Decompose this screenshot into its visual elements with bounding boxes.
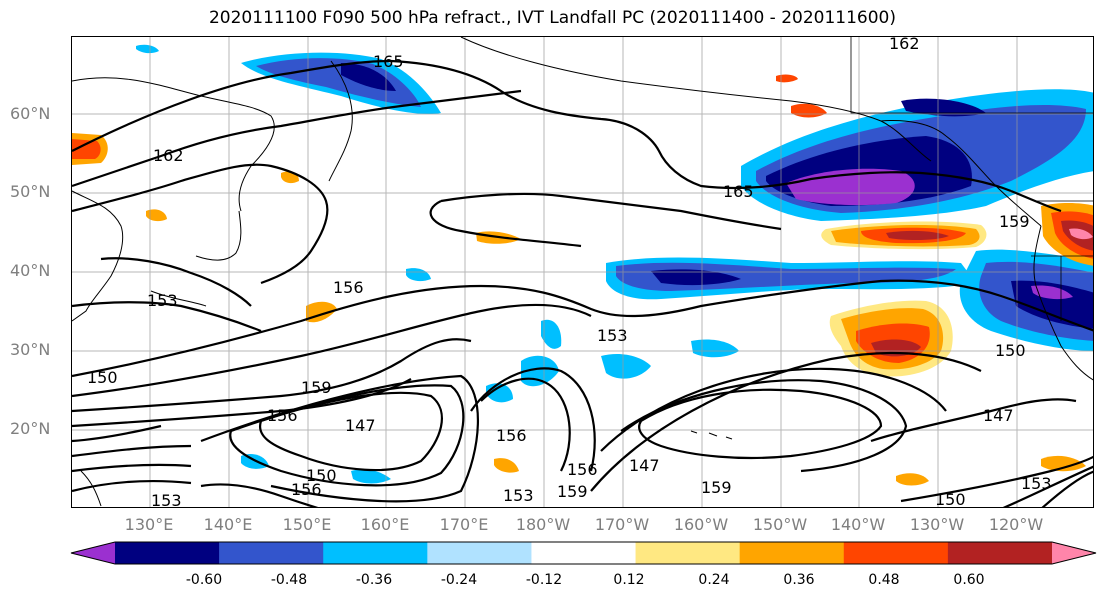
colorbar-tick-label: -0.48: [270, 572, 308, 588]
lat-label-20n: 20°N: [10, 419, 51, 438]
lon-label-170e: 170°E: [439, 515, 489, 534]
colorbar-segment: [947, 542, 1053, 564]
lon-label-140e: 140°E: [203, 515, 253, 534]
contour-150-sw: [900, 455, 1093, 503]
colorbar-tick-label: 0.12: [613, 572, 645, 588]
contour-label: 156: [267, 406, 298, 425]
map-title: 2020111100 F090 500 hPa refract., IVT La…: [208, 8, 896, 28]
colorbar-segment: [219, 542, 324, 564]
contour-159-e: [590, 351, 982, 492]
contour-label: 153: [147, 291, 178, 310]
contour-150-w: [229, 384, 465, 487]
contour-label: 150: [995, 341, 1026, 360]
colorbar-segment: [115, 542, 220, 564]
contour-label: 156: [291, 480, 322, 499]
contour-156-s: [200, 374, 479, 503]
contour-156: [100, 257, 252, 307]
contour-156-e: [600, 367, 947, 452]
contour-label: 153: [503, 486, 534, 505]
contour-153-mid: [72, 303, 592, 398]
contour-label: 153: [597, 326, 628, 345]
colorbar-segment: [531, 542, 637, 564]
contour-156-mid: [72, 338, 472, 413]
lon-label-150w: 150°W: [752, 515, 808, 534]
contour-153-se: [1002, 465, 1093, 507]
colorbar-tick-label: -0.60: [185, 572, 223, 588]
contour-156-center: [480, 377, 571, 472]
colorbar-segment: [739, 542, 845, 564]
contour-147-e: [638, 388, 883, 460]
map-canvas: 165 162 162 165 159 156 153 153 150 150 …: [72, 37, 1093, 508]
contour-label: 153: [151, 491, 182, 508]
contour-150-e: [620, 379, 908, 473]
colorbar: [70, 541, 1097, 565]
contour-label: 147: [345, 416, 376, 435]
contour-label: 165: [373, 52, 404, 71]
colorbar-extend-max: [1052, 542, 1096, 564]
lon-label-160w: 160°W: [673, 515, 729, 534]
shaded-fields: [72, 44, 1093, 486]
political-borders: [850, 37, 1093, 321]
contour-label: 156: [567, 460, 598, 479]
colorbar-segment: [843, 542, 949, 564]
contour-147-far-e: [870, 398, 1077, 443]
colorbar-segment: [427, 542, 532, 564]
lon-label-130e: 130°E: [124, 515, 174, 534]
contour-159-loop: [440, 192, 782, 231]
contour-165-north: [72, 59, 1012, 193]
contour-label: 156: [496, 426, 527, 445]
contour-label: 153: [1021, 474, 1052, 493]
contour-label: 159: [999, 212, 1030, 231]
colorbar-segment: [323, 542, 428, 564]
lon-label-160e: 160°E: [360, 515, 410, 534]
contour-label: 147: [629, 456, 660, 475]
colorbar-tick-label: 0.36: [783, 572, 815, 588]
colorbar-tick-label: 0.60: [953, 572, 985, 588]
lat-label-60n: 60°N: [10, 104, 51, 123]
contour-label: 159: [301, 378, 332, 397]
lon-label-140w: 140°W: [830, 515, 886, 534]
lat-label-50n: 50°N: [10, 182, 51, 201]
colorbar-extend-min: [71, 542, 115, 564]
contour-label: 150: [87, 368, 118, 387]
contour-150: [72, 279, 1093, 378]
colorbar-tick-label: -0.12: [525, 572, 563, 588]
lat-label-30n: 30°N: [10, 340, 51, 359]
coast-japan: [195, 210, 242, 261]
contour-label: 147: [983, 406, 1014, 425]
contour-label: 162: [153, 146, 184, 165]
contour-label: 156: [333, 278, 364, 297]
contour-label: 150: [306, 466, 337, 485]
contour-label: 165: [723, 182, 754, 201]
contour-label: 150: [935, 490, 966, 508]
contour-label: 159: [701, 478, 732, 497]
contour-153: [72, 301, 262, 333]
colorbar-tick-label: -0.36: [355, 572, 393, 588]
lon-label-180w: 180°W: [515, 515, 571, 534]
contour-162: [72, 89, 522, 188]
coast-na-west: [1033, 225, 1093, 381]
lat-label-40n: 40°N: [10, 261, 51, 280]
lon-label-170w: 170°W: [594, 515, 650, 534]
colorbar-tick-label: -0.24: [440, 572, 478, 588]
map-panel: 165 162 162 165 159 156 153 153 150 150 …: [71, 36, 1094, 508]
colorbar-tick-label: 0.24: [698, 572, 730, 588]
contour-labels: 165 162 162 165 159 156 153 153 150 150 …: [87, 37, 1052, 508]
lon-label-130w: 130°W: [909, 515, 965, 534]
coast-alaska: [460, 37, 932, 162]
contour-147-w: [258, 391, 443, 472]
colorbar-segment: [635, 542, 741, 564]
contour-label: 162: [889, 37, 920, 53]
lon-label-150e: 150°E: [282, 515, 332, 534]
colorbar-outline: [70, 541, 1097, 565]
coast-hawaii: [690, 430, 733, 440]
contour-label: 159: [557, 482, 588, 501]
lon-label-120w: 120°W: [988, 515, 1044, 534]
graticule: [72, 37, 1093, 507]
contour-159-north: [72, 163, 329, 285]
height-contours: [72, 59, 1093, 507]
colorbar-tick-label: 0.48: [868, 572, 900, 588]
coast-kamchatka: [328, 60, 353, 182]
